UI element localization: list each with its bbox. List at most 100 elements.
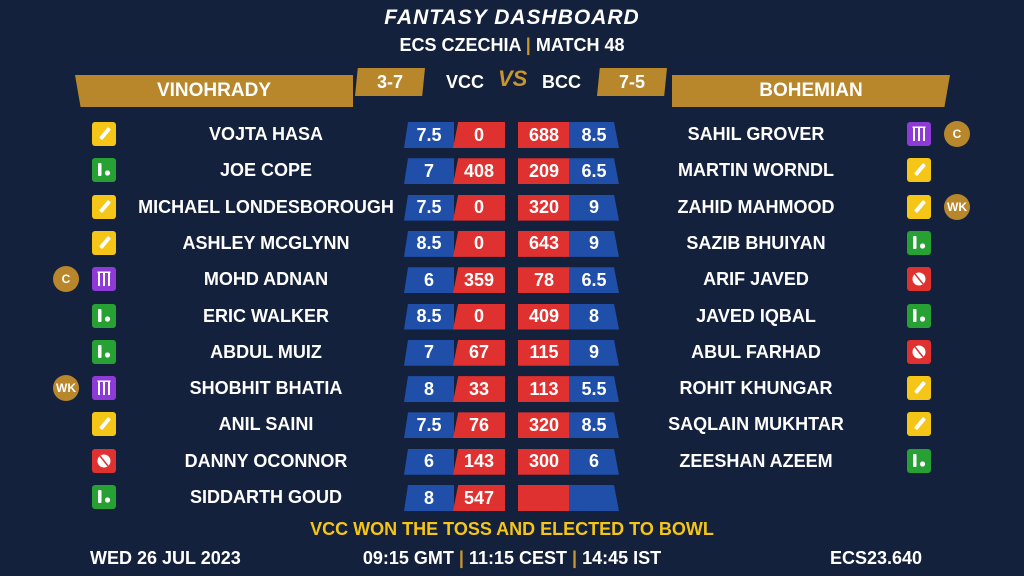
- player-row: MICHAEL LONDESBOROUGH 7.5 0 320 9 ZAHID MAHMO…: [0, 191, 1024, 224]
- stumps-icon: [92, 376, 116, 401]
- match-times: 09:15 GMT | 11:15 CEST | 14:45 IST: [0, 548, 1024, 569]
- captain-badge: C: [53, 266, 79, 293]
- right-player-credit: 6: [569, 448, 619, 475]
- left-player-credit: 7: [404, 339, 454, 366]
- right-player-credit: 6.5: [569, 267, 619, 294]
- ball-icon: [92, 448, 116, 473]
- left-player-points: 0: [453, 194, 505, 221]
- left-player-credit: 8: [404, 485, 454, 511]
- left-player-points: 67: [453, 339, 505, 366]
- player-row: JOE COPE 7 408 209 6.5 MARTIN WORNDL: [0, 154, 1024, 187]
- player-row: SIDDARTH GOUD 8 547: [0, 481, 1024, 514]
- right-player-name: SAZIB BHUIYAN: [686, 232, 826, 253]
- right-player-credit: 9: [569, 230, 619, 257]
- match-number: MATCH 48: [535, 35, 625, 55]
- allrounder-icon: [92, 158, 116, 183]
- allrounder-icon: [907, 230, 931, 255]
- right-player-name: ZAHID MAHMOOD: [677, 196, 835, 217]
- bat-icon: [92, 412, 116, 437]
- team-record-left: 3-7: [355, 68, 425, 96]
- left-player-credit: 6: [404, 267, 454, 294]
- bat-icon: [907, 412, 931, 437]
- left-player-credit: 8: [404, 376, 454, 403]
- left-player-name: ANIL SAINI: [218, 414, 314, 435]
- left-player-name: ERIC WALKER: [203, 305, 329, 326]
- bat-icon: [907, 194, 931, 219]
- right-player-name: SAQLAIN MUKHTAR: [668, 414, 844, 435]
- right-player-points: 115: [518, 339, 570, 366]
- left-player-points: 143: [453, 448, 505, 475]
- right-player-name: MARTIN WORNDL: [678, 160, 834, 181]
- left-player-credit: 8.5: [404, 303, 454, 330]
- left-player-credit: 7: [404, 158, 454, 185]
- left-player-credit: 7.5: [404, 194, 454, 221]
- left-player-credit: 7.5: [404, 122, 454, 148]
- wicketkeeper-badge: WK: [53, 375, 79, 402]
- allrounder-icon: [92, 485, 116, 509]
- team-abbr-left: VCC: [446, 71, 485, 92]
- toss-result: VCC WON THE TOSS AND ELECTED TO BOWL: [310, 519, 714, 539]
- right-player-credit: 6.5: [569, 158, 619, 185]
- right-player-credit: 8: [569, 303, 619, 330]
- right-player-credit: 5.5: [569, 376, 619, 403]
- left-player-name: SIDDARTH GOUD: [190, 487, 342, 507]
- right-player-points: 209: [518, 158, 570, 185]
- right-player-points: 78: [518, 267, 570, 294]
- left-player-name: SHOBHIT BHATIA: [189, 378, 343, 399]
- right-player-name: ABUL FARHAD: [691, 341, 821, 362]
- player-row: WK SHOBHIT BHATIA 8 33 113 5.5 ROHIT KHUNGAR: [0, 372, 1024, 405]
- match-subtitle: ECS CZECHIA | MATCH 48: [0, 35, 1024, 56]
- right-player-points: 688: [518, 122, 570, 148]
- right-player-points: 320: [518, 412, 570, 439]
- left-player-points: 547: [453, 485, 505, 511]
- time-gmt: 09:15 GMT: [362, 548, 454, 568]
- match-date: WED 26 JUL 2023: [90, 548, 241, 568]
- right-player-points: 409: [518, 303, 570, 330]
- left-player-credit: 7.5: [404, 412, 454, 439]
- player-row: VOJTA HASA 7.5 0 688 8.5 SAHIL GROVER C: [0, 118, 1024, 151]
- team-banner-right: BOHEMIAN: [672, 75, 950, 107]
- ball-icon: [907, 339, 931, 364]
- stumps-icon: [92, 267, 116, 292]
- left-player-points: 33: [453, 376, 505, 403]
- left-player-points: 0: [453, 230, 505, 257]
- right-player-points: 320: [518, 194, 570, 221]
- subtitle-separator: |: [525, 35, 531, 55]
- left-player-points: 359: [453, 267, 505, 294]
- left-player-credit: 6: [404, 448, 454, 475]
- bat-icon: [92, 194, 116, 219]
- right-player-credit: 8.5: [569, 122, 619, 148]
- versus-label: VS: [498, 66, 528, 91]
- right-player-credit: 8.5: [569, 412, 619, 439]
- allrounder-icon: [907, 448, 931, 473]
- time-separator: |: [458, 548, 464, 568]
- time-cest: 11:15 CEST: [468, 548, 568, 568]
- right-player-credit: 9: [569, 339, 619, 366]
- player-row: ANIL SAINI 7.5 76 320 8.5 SAQLAIN MUKHTAR: [0, 408, 1024, 441]
- player-row: ABDUL MUIZ 7 67 115 9 ABUL FARHAD: [0, 336, 1024, 369]
- team-abbr-right: BCC: [542, 71, 581, 92]
- player-row: C MOHD ADNAN 6 359 78 6.5 ARIF JAVED: [0, 263, 1024, 296]
- right-player-credit: [569, 485, 619, 511]
- left-player-name: MOHD ADNAN: [203, 269, 329, 290]
- left-player-name: ASHLEY MCGLYNN: [182, 232, 350, 253]
- right-player-points: 300: [518, 448, 570, 475]
- left-player-name: MICHAEL LONDESBOROUGH: [138, 196, 394, 217]
- left-player-points: 76: [453, 412, 505, 439]
- left-player-name: ABDUL MUIZ: [210, 341, 322, 362]
- left-player-points: 408: [453, 158, 505, 185]
- bat-icon: [907, 376, 931, 401]
- allrounder-icon: [92, 339, 116, 364]
- bat-icon: [907, 158, 931, 183]
- ball-icon: [907, 267, 931, 292]
- right-player-points: 643: [518, 230, 570, 257]
- match-code: ECS23.640: [830, 548, 923, 568]
- right-player-name: ROHIT KHUNGAR: [679, 378, 833, 399]
- wicketkeeper-badge: WK: [944, 193, 970, 220]
- left-player-credit: 8.5: [404, 230, 454, 257]
- right-player-name: ZEESHAN AZEEM: [679, 450, 833, 471]
- right-player-name: JAVED IQBAL: [696, 305, 816, 326]
- left-player-points: 0: [453, 303, 505, 330]
- bat-icon: [92, 230, 116, 255]
- team-banner-left: VINOHRADY: [75, 75, 353, 107]
